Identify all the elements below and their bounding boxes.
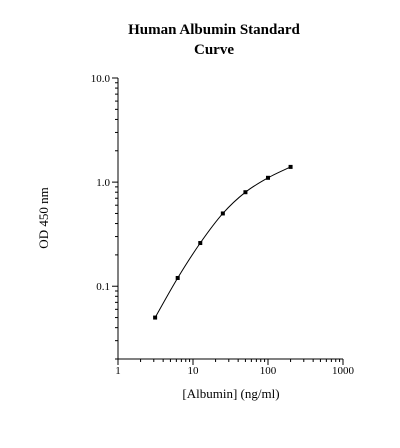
y-tick-label: 1.0 [96,177,110,189]
y-tick-label: 10.0 [91,73,111,85]
data-point-marker [266,175,270,180]
chart-title-line-2: Curve [194,42,234,58]
chart-title-line-1: Human Albumin Standard [128,22,300,38]
series-line [154,166,291,318]
plot-area [153,164,293,320]
data-point-marker [288,164,293,169]
data-point-marker [243,190,248,195]
x-tick-label: 10 [188,365,200,377]
x-axis-label: [Albumin] (ng/ml) [182,386,279,401]
y-tick-label: 0.1 [96,281,110,293]
data-point-marker [153,315,158,320]
x-tick-label: 1000 [332,365,355,377]
x-tick-label: 1 [115,365,121,377]
data-point-marker [175,275,180,280]
x-tick-label: 100 [260,365,277,377]
y-axis-ticks: 0.1 1.0 10.0 [91,73,118,360]
data-point-marker [220,211,225,216]
x-axis-ticks: 1 10 100 1000 [115,359,355,377]
data-point-marker [198,241,203,246]
y-axis-label: OD 450 nm [36,187,51,248]
